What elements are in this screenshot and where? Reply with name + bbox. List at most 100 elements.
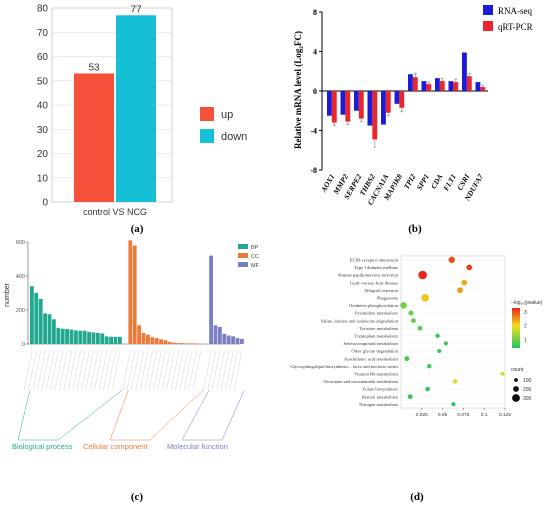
term-label-stub	[111, 349, 121, 391]
pathway-label: Vitamin B6 metabolism	[354, 372, 398, 377]
term-label-stub	[72, 349, 81, 391]
term-label-stub	[76, 349, 86, 391]
bar-bp	[56, 327, 61, 344]
bar-RNA-seq	[448, 81, 454, 91]
term-label-stub	[175, 349, 184, 391]
y-tick-label: 70	[37, 28, 49, 39]
bar-qRT-PCR	[358, 91, 364, 119]
term-label-stub	[59, 349, 68, 391]
term-label-stub	[188, 349, 197, 391]
pathway-label: Tyrosine metabolism	[359, 326, 398, 331]
legend-label: up	[221, 109, 233, 121]
data-point	[500, 371, 505, 376]
bar-bp	[52, 319, 56, 344]
bar-cc	[185, 343, 190, 344]
bar-bp	[96, 332, 100, 344]
legend-swatch-mf	[238, 262, 248, 267]
bar-mf	[235, 338, 240, 344]
pathway-label: Selenocompound metabolism	[344, 341, 399, 346]
data-point	[417, 325, 423, 331]
bar-cc	[172, 342, 177, 344]
x-tick-label: 0.1	[481, 412, 488, 418]
legend-label: CC	[251, 254, 259, 260]
bar-up	[74, 73, 114, 202]
y-tick-label: 0	[42, 198, 48, 209]
pathway-label: ECM–receptor interaction	[350, 258, 399, 263]
term-label-stub	[103, 349, 112, 391]
term-label-stub	[153, 349, 162, 391]
term-label-stub	[192, 349, 202, 391]
pathway-label: Arachidonic acid metabolism	[344, 356, 399, 361]
bar-cc	[154, 338, 159, 344]
data-point	[404, 356, 410, 362]
bar-cc	[128, 240, 133, 344]
panel-a: 0 10 20 30 40 50 60 70 80 53 77 up down control VS…	[0, 0, 275, 240]
term-label-stub	[131, 349, 140, 391]
term-label-stub	[161, 349, 171, 391]
bar-bp	[82, 330, 87, 344]
data-point	[400, 302, 407, 309]
term-label-stub	[139, 349, 149, 391]
term-label-stub	[32, 349, 42, 391]
data-point	[452, 379, 458, 384]
size-legend-title: count	[511, 367, 524, 373]
pathway-label: Nitrogen metabolism	[359, 402, 398, 407]
data-point	[437, 348, 442, 354]
data-point	[451, 402, 456, 407]
bar-bp	[109, 336, 113, 344]
chart-c: 0 200 400 600 BP CC MF number Biological proc…	[4, 240, 260, 503]
bar-bp	[34, 293, 39, 344]
bar-RNA-seq	[340, 91, 346, 115]
pathway-label: Tryptophan metabolism	[354, 334, 398, 339]
term-label-stub	[135, 349, 145, 391]
bar-qRT-PCR	[480, 87, 486, 91]
term-label-stub	[157, 349, 167, 391]
bar-bp	[43, 313, 47, 344]
bar-qRT-PCR	[399, 91, 405, 108]
bar-value-label: 53	[88, 62, 100, 73]
bar-cc	[132, 245, 137, 344]
term-label-stub	[94, 349, 103, 391]
term-label-stub	[220, 349, 230, 391]
y-tick-label: 60	[37, 52, 49, 63]
data-point	[421, 294, 429, 302]
legend-label: RNA-seq	[498, 6, 532, 16]
panel-c: 0 200 400 600 BP CC MF number Biological proc…	[0, 240, 275, 508]
term-label-stub	[50, 349, 59, 391]
x-tick-label: 0.125	[499, 412, 511, 418]
pathway-label: Retinol metabolism	[362, 394, 399, 399]
bar-cc	[190, 343, 194, 344]
data-point	[418, 270, 427, 280]
chart-d: ECM–receptor interaction Type I diabetes …	[290, 255, 543, 503]
bar-mf	[240, 338, 244, 344]
bar-RNA-seq	[327, 91, 332, 116]
bar-cc	[141, 332, 146, 344]
bar-bp	[104, 336, 109, 344]
bar-RNA-seq	[475, 82, 481, 91]
term-label-stub	[166, 349, 175, 391]
x-tick-label: 0.075	[457, 412, 469, 418]
pathway-label: Human papillomavirus infection	[338, 273, 398, 278]
y-tick-label: -8	[310, 166, 317, 175]
legend-swatch-qRT-PCR	[483, 21, 493, 31]
x-tick-label: 0.025	[416, 412, 428, 418]
legend-swatch-cc	[238, 253, 248, 258]
bar-cc	[176, 342, 181, 344]
term-label-stub	[28, 349, 37, 391]
bar-cc	[168, 341, 172, 344]
term-label-stub	[89, 349, 99, 391]
color-scale-label: 1	[524, 338, 527, 344]
bar-qRT-PCR	[453, 82, 459, 91]
group-label-cc: Cellular component	[83, 442, 149, 451]
term-label-stub	[107, 349, 117, 391]
data-point	[443, 341, 449, 346]
bar-mf	[222, 333, 227, 344]
bar-mf	[226, 335, 231, 344]
legend-swatch-down	[200, 129, 214, 143]
bar-RNA-seq	[367, 91, 373, 126]
term-label-stub	[229, 349, 239, 391]
caption-d: (d)	[410, 491, 424, 503]
term-label-stub	[233, 349, 243, 391]
pathway-label: Pyrimidine metabolism	[355, 311, 398, 316]
term-label-stub	[45, 349, 55, 391]
